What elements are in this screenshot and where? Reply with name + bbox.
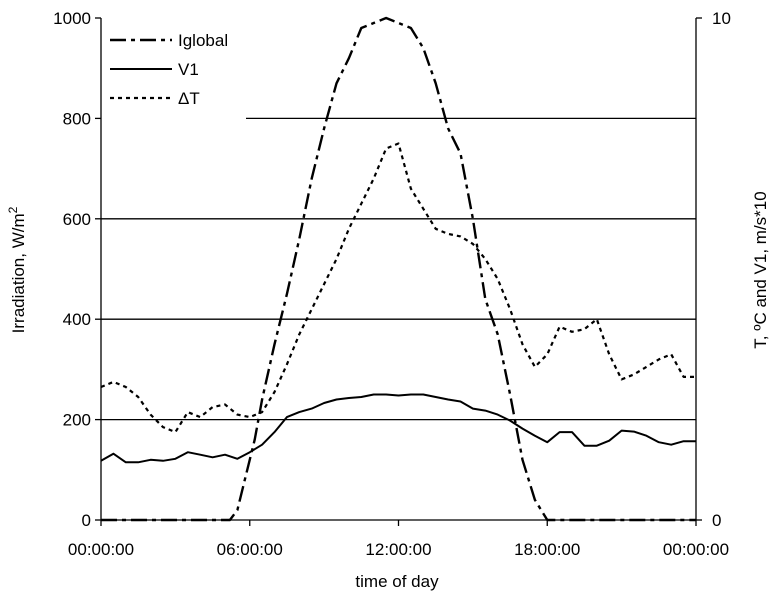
y-axis-left-label-superscript: 2 xyxy=(6,206,20,213)
tick-labels: 0 200 400 600 800 1000 0 10 00:00:00 06:00:00 12:0… xyxy=(53,9,731,559)
x-tick-label: 00:00:00 xyxy=(68,540,134,559)
x-tick-label: 00:00:00 xyxy=(663,540,729,559)
series-line-1 xyxy=(100,393,696,464)
series-line-0 xyxy=(101,16,696,522)
y-left-tick-label: 400 xyxy=(63,310,91,329)
y-right-tick-label: 10 xyxy=(712,9,731,28)
legend: Iglobal V1 ΔT xyxy=(110,31,228,108)
y-axis-right-label: T, ºC and V1, m/s*10 xyxy=(751,191,770,348)
x-tick-label: 06:00:00 xyxy=(217,540,283,559)
y-left-tick-label: 800 xyxy=(63,109,91,128)
legend-label-2: ΔT xyxy=(178,89,200,108)
series-group xyxy=(100,16,696,522)
y-left-tick-label: 200 xyxy=(63,411,91,430)
x-axis-label: time of day xyxy=(355,572,439,591)
x-tick-label: 12:00:00 xyxy=(365,540,431,559)
legend-label-1: V1 xyxy=(178,60,199,79)
series-line-2 xyxy=(100,142,696,434)
y-axis-left-label: Irradiation, W/m2 xyxy=(6,206,28,333)
y-right-tick-label: 0 xyxy=(712,511,721,530)
y-left-tick-label: 1000 xyxy=(53,9,91,28)
gridlines xyxy=(101,117,696,421)
x-tick-label: 18:00:00 xyxy=(514,540,580,559)
y-left-tick-label: 600 xyxy=(63,210,91,229)
legend-label-0: Iglobal xyxy=(178,31,228,50)
y-axis-left-label-text: Irradiation, W/m xyxy=(9,213,28,333)
y-left-tick-label: 0 xyxy=(82,511,91,530)
